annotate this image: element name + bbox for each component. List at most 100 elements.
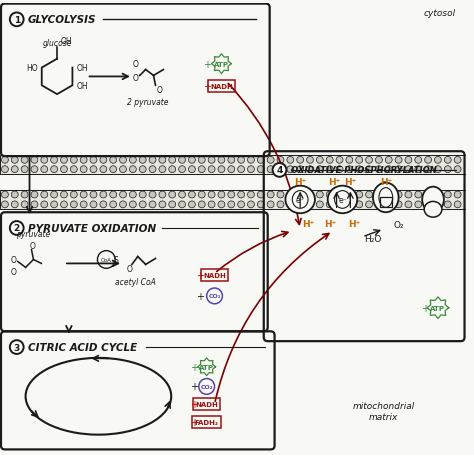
Circle shape (444, 202, 451, 208)
Text: +: + (190, 382, 198, 392)
Text: e⁻: e⁻ (338, 196, 347, 204)
Circle shape (41, 192, 48, 198)
Circle shape (31, 157, 38, 164)
Circle shape (267, 167, 274, 173)
Bar (0, 156, 466, 174)
Circle shape (228, 167, 235, 173)
Circle shape (100, 157, 107, 164)
Circle shape (257, 157, 264, 164)
Text: S: S (114, 255, 118, 264)
Circle shape (307, 192, 313, 198)
Ellipse shape (422, 187, 444, 213)
Circle shape (405, 202, 412, 208)
Circle shape (405, 157, 412, 164)
Circle shape (10, 222, 24, 235)
Circle shape (110, 167, 117, 173)
Circle shape (149, 167, 156, 173)
Circle shape (454, 167, 461, 173)
Circle shape (247, 167, 255, 173)
Circle shape (326, 192, 333, 198)
Text: e⁻: e⁻ (296, 196, 304, 204)
Circle shape (395, 167, 402, 173)
Text: glucose: glucose (42, 39, 72, 48)
Circle shape (365, 157, 373, 164)
Circle shape (80, 167, 87, 173)
Text: +: + (190, 417, 198, 427)
Circle shape (218, 167, 225, 173)
Circle shape (149, 192, 156, 198)
Circle shape (257, 192, 264, 198)
Circle shape (80, 192, 87, 198)
Circle shape (326, 167, 333, 173)
Text: H⁺: H⁺ (325, 219, 337, 228)
Text: NADH: NADH (210, 84, 233, 90)
Bar (0, 156, 466, 174)
Circle shape (159, 192, 166, 198)
Circle shape (237, 202, 245, 208)
Text: 2 pyruvate: 2 pyruvate (127, 97, 168, 106)
Text: H⁺: H⁺ (380, 178, 392, 187)
Text: CITRIC ACID CYCLE: CITRIC ACID CYCLE (27, 342, 137, 352)
Text: +: + (196, 271, 204, 281)
Circle shape (444, 192, 451, 198)
Circle shape (237, 157, 245, 164)
Circle shape (61, 202, 67, 208)
Text: OXIDATIVE PHOSPHORYLATION: OXIDATIVE PHOSPHORYLATION (292, 166, 437, 175)
Circle shape (385, 192, 392, 198)
Circle shape (277, 157, 284, 164)
Text: NADH: NADH (203, 273, 226, 278)
Circle shape (100, 192, 107, 198)
Circle shape (247, 157, 255, 164)
Circle shape (199, 379, 215, 394)
Text: H⁺: H⁺ (294, 178, 306, 187)
Text: O: O (29, 242, 36, 251)
Text: FADH₂: FADH₂ (195, 419, 219, 425)
Circle shape (1, 192, 9, 198)
Circle shape (149, 202, 156, 208)
Circle shape (179, 167, 185, 173)
Circle shape (435, 192, 441, 198)
Bar (380, 198, 392, 208)
Circle shape (277, 167, 284, 173)
Circle shape (307, 157, 313, 164)
Circle shape (395, 192, 402, 198)
Circle shape (129, 157, 137, 164)
Circle shape (365, 202, 373, 208)
Text: O: O (156, 86, 163, 95)
Circle shape (307, 202, 313, 208)
Text: H⁺: H⁺ (302, 219, 314, 228)
Text: ATP: ATP (199, 364, 214, 370)
Circle shape (159, 202, 166, 208)
Circle shape (277, 202, 284, 208)
Circle shape (149, 157, 156, 164)
Circle shape (444, 157, 451, 164)
Circle shape (169, 157, 176, 164)
Circle shape (11, 202, 18, 208)
Text: cytosol: cytosol (423, 9, 456, 18)
Circle shape (198, 157, 205, 164)
Text: GLYCOLYSIS: GLYCOLYSIS (27, 15, 96, 25)
Circle shape (395, 202, 402, 208)
Circle shape (385, 202, 392, 208)
Circle shape (139, 167, 146, 173)
Circle shape (198, 192, 205, 198)
Circle shape (287, 167, 294, 173)
Circle shape (51, 202, 57, 208)
Circle shape (1, 202, 9, 208)
Circle shape (356, 202, 363, 208)
Circle shape (169, 192, 176, 198)
Circle shape (198, 167, 205, 173)
Circle shape (11, 192, 18, 198)
Circle shape (21, 167, 28, 173)
Circle shape (257, 202, 264, 208)
Ellipse shape (373, 183, 399, 213)
Circle shape (129, 202, 137, 208)
Circle shape (208, 192, 215, 198)
Circle shape (267, 202, 274, 208)
Circle shape (257, 167, 264, 173)
Circle shape (218, 202, 225, 208)
Circle shape (415, 202, 422, 208)
Text: OH: OH (76, 81, 88, 91)
Circle shape (110, 202, 117, 208)
Circle shape (273, 164, 286, 177)
